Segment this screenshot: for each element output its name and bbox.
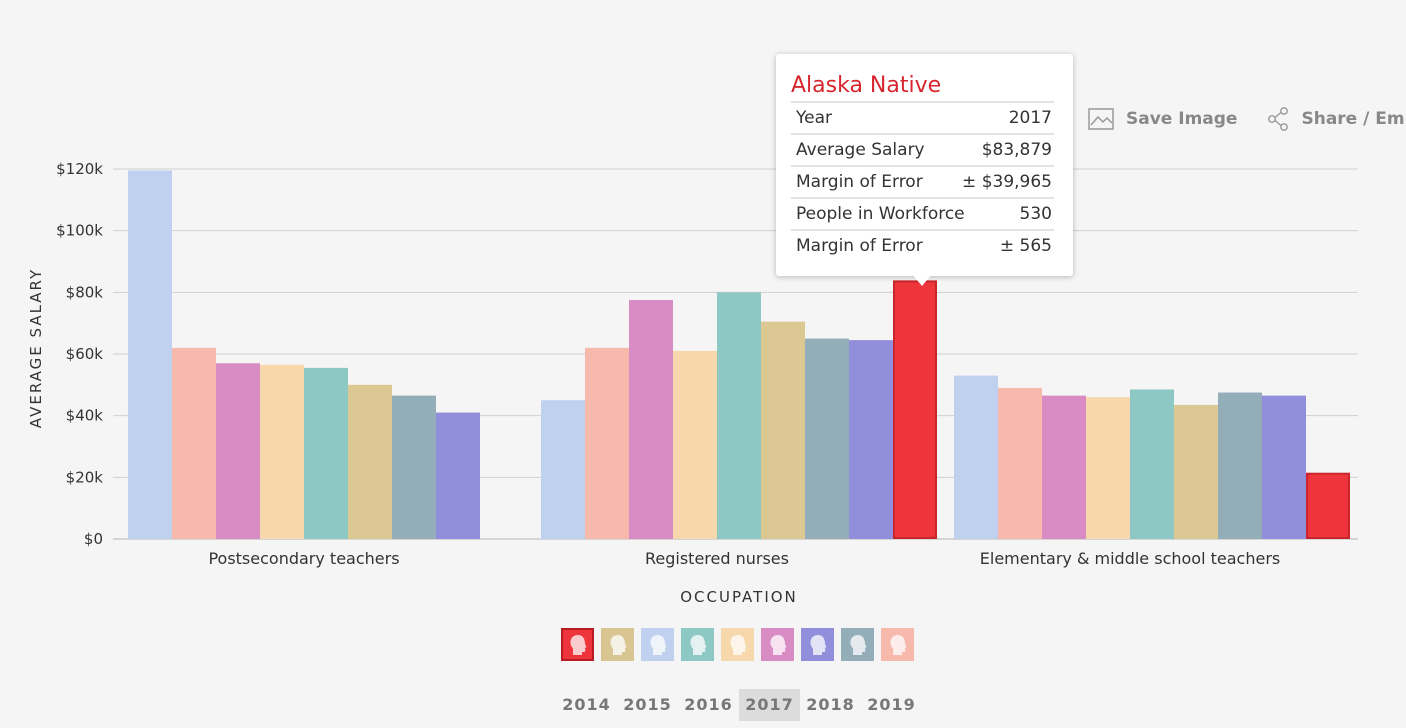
bar[interactable]	[1262, 395, 1306, 539]
person-head-icon	[809, 634, 826, 655]
person-head-icon	[689, 634, 706, 655]
share-embed-button[interactable]: Share / Embed	[1267, 106, 1406, 132]
bar[interactable]	[1042, 395, 1086, 539]
tooltip-row-label: Margin of Error	[796, 236, 923, 256]
tooltip-row-value: ± 565	[999, 236, 1052, 256]
tooltip-row-value: ± $39,965	[962, 172, 1052, 192]
y-tick-label: $100k	[56, 222, 103, 240]
tooltip-row-workforce: People in Workforce 530	[791, 199, 1054, 231]
person-head-icon	[649, 634, 666, 655]
bar[interactable]	[849, 340, 893, 539]
tooltip-row-year: Year 2017	[791, 103, 1054, 135]
tooltip-row-average-salary: Average Salary $83,879	[791, 135, 1054, 167]
bar[interactable]	[216, 363, 260, 539]
person-head-icon	[609, 634, 626, 655]
y-tick-label: $120k	[56, 160, 103, 178]
tooltip-row-label: Margin of Error	[796, 172, 923, 192]
x-category-label: Postsecondary teachers	[208, 549, 399, 568]
share-embed-label: Share / Embed	[1301, 109, 1406, 129]
bar[interactable]	[541, 400, 585, 539]
person-head-icon	[729, 634, 746, 655]
person-head-icon	[569, 634, 586, 655]
bar[interactable]	[717, 292, 761, 539]
person-head-icon	[889, 634, 906, 655]
bar[interactable]	[893, 280, 937, 539]
tooltip-row-value: $83,879	[981, 140, 1052, 160]
y-tick-label: $80k	[66, 283, 104, 301]
bar[interactable]	[392, 395, 436, 539]
bar[interactable]	[805, 338, 849, 539]
legend-swatch[interactable]	[601, 628, 634, 661]
toolbar: Save Image Share / Embed	[1088, 106, 1406, 132]
bar[interactable]	[1306, 472, 1350, 540]
tooltip-arrow	[912, 274, 932, 286]
y-axis-title: AVERAGE SALARY	[27, 268, 45, 428]
tooltip-row-label: People in Workforce	[796, 204, 965, 224]
year-2019[interactable]: 2019	[867, 695, 916, 714]
save-image-button[interactable]: Save Image	[1088, 107, 1237, 131]
bar[interactable]	[172, 347, 216, 539]
bar[interactable]	[1218, 392, 1262, 539]
legend-swatch[interactable]	[881, 628, 914, 661]
y-tick-label: $0	[84, 530, 103, 548]
year-2017[interactable]: 2017	[739, 689, 800, 721]
bar[interactable]	[585, 347, 629, 539]
x-category-label: Elementary & middle school teachers	[980, 549, 1280, 568]
person-head-icon	[769, 634, 786, 655]
tooltip: Alaska Native Year 2017 Average Salary $…	[776, 54, 1073, 276]
legend	[561, 628, 921, 661]
year-2016[interactable]: 2016	[684, 695, 733, 714]
legend-swatch[interactable]	[761, 628, 794, 661]
legend-swatch[interactable]	[681, 628, 714, 661]
x-axis-title: OCCUPATION	[680, 588, 798, 606]
legend-swatch[interactable]	[641, 628, 674, 661]
bar[interactable]	[436, 412, 480, 539]
person-head-icon	[849, 634, 866, 655]
legend-swatch[interactable]	[721, 628, 754, 661]
bar[interactable]	[304, 367, 348, 539]
tooltip-row-workforce-margin: Margin of Error ± 565	[791, 231, 1054, 261]
year-2015[interactable]: 2015	[623, 695, 672, 714]
bar[interactable]	[260, 364, 304, 539]
y-tick-label: $20k	[66, 468, 104, 486]
y-tick-label: $60k	[66, 345, 104, 363]
share-icon	[1268, 107, 1289, 131]
legend-swatch[interactable]	[841, 628, 874, 661]
bar[interactable]	[673, 350, 717, 539]
bar[interactable]	[998, 387, 1042, 539]
tooltip-row-label: Year	[796, 108, 832, 128]
year-2014[interactable]: 2014	[562, 695, 611, 714]
bar[interactable]	[128, 170, 172, 539]
legend-swatch[interactable]	[801, 628, 834, 661]
tooltip-row-value: 2017	[1008, 108, 1052, 128]
tooltip-row-label: Average Salary	[796, 140, 925, 160]
save-image-label: Save Image	[1126, 109, 1238, 129]
image-icon	[1088, 108, 1114, 130]
x-category-label: Registered nurses	[645, 549, 789, 568]
tooltip-title: Alaska Native	[791, 73, 942, 98]
year-selector: 2014 2015 2016 2017 2018 2019	[556, 689, 922, 721]
legend-swatch[interactable]	[561, 628, 594, 661]
tooltip-table: Year 2017 Average Salary $83,879 Margin …	[791, 101, 1054, 261]
bar[interactable]	[954, 375, 998, 539]
bar[interactable]	[1174, 404, 1218, 539]
bar[interactable]	[1130, 389, 1174, 539]
year-2018[interactable]: 2018	[806, 695, 855, 714]
tooltip-row-value: 530	[1019, 204, 1052, 224]
bar[interactable]	[761, 321, 805, 539]
bar[interactable]	[348, 384, 392, 539]
tooltip-row-salary-margin: Margin of Error ± $39,965	[791, 167, 1054, 199]
y-tick-label: $40k	[66, 407, 104, 425]
bar[interactable]	[1086, 397, 1130, 539]
bar[interactable]	[629, 300, 673, 539]
